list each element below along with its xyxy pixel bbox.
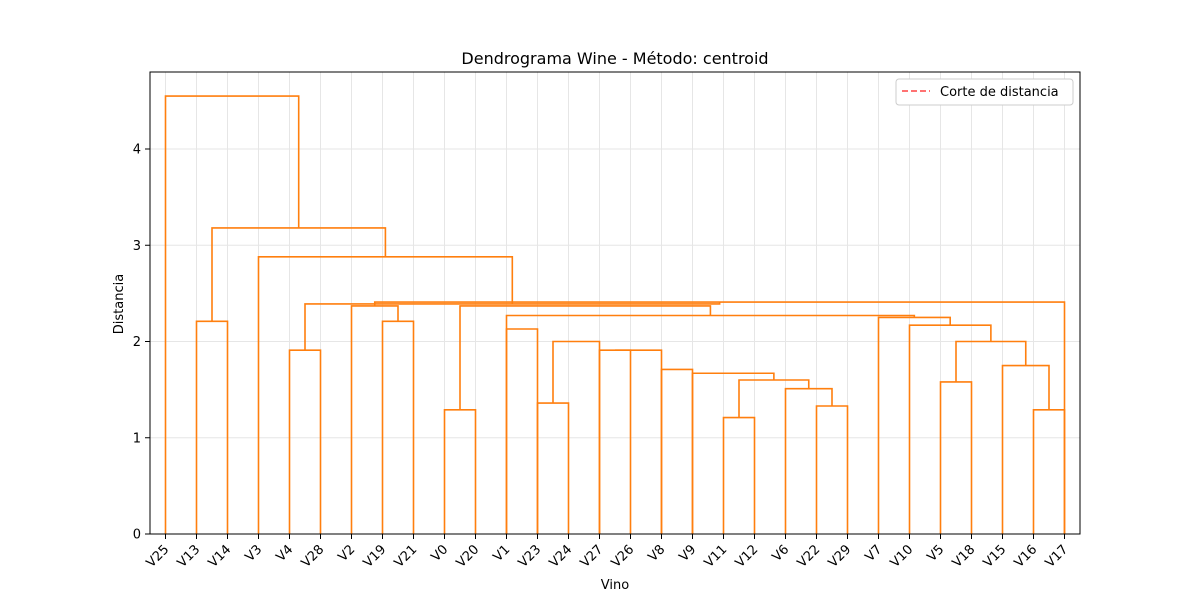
dendrogram-link [784,387,833,534]
x-tick-label: V26 [609,542,638,571]
axis-layer: V25 V13 V14 V3 V4 V28 V2 V19 V21 V0 V20 V1 V23 V24 V27… [133,143,1072,571]
dendrogram-link [536,402,570,534]
x-tick-label: V4 [274,542,297,565]
dendrogram-link [164,95,300,534]
x-tick-label: V16 [1012,542,1041,571]
dendrogram-link [505,328,539,534]
dendrogram-link [288,349,322,534]
dendrogram-link [660,368,694,534]
dendrogram-link [815,405,849,534]
legend-box [895,78,1074,106]
dendrogram-link [908,324,992,534]
dendrogram-link [304,302,721,351]
x-tick-label: V24 [547,542,576,571]
x-tick-label: V2 [336,542,359,565]
dendrogram-link [877,316,951,534]
x-tick-label: V3 [243,542,266,565]
y-tick-label: 1 [133,431,141,446]
y-tick-label: 4 [133,143,141,158]
x-tick-label: V22 [795,542,824,571]
y-tick-label: 3 [133,239,141,254]
dendrogram-link [373,301,1066,534]
dendrogram-link [505,314,916,534]
legend: Corte de distancia [895,78,1074,106]
x-tick-label: V18 [950,542,979,571]
x-tick-label: V14 [206,542,235,571]
dendrogram-link [459,305,712,410]
dendrogram-link [257,255,514,534]
x-tick-label: V28 [299,542,328,571]
dendrogram-link [691,372,775,534]
x-tick-label: V5 [925,542,948,565]
x-tick-label: V23 [516,542,545,571]
x-tick-label: V19 [361,542,390,571]
dendrogram-link [552,340,601,534]
x-tick-label: V10 [888,542,917,571]
y-tick-label: 0 [133,528,141,543]
dendrogram-link [722,416,756,534]
x-tick-label: V11 [702,542,731,571]
dendrogram-link [1001,364,1050,534]
x-tick-label: V1 [491,542,514,565]
dendrogram-link [955,340,1027,382]
x-tick-label: V21 [392,542,421,571]
legend-entry-label: Corte de distancia [940,85,1059,100]
link-layer [164,95,1066,534]
x-tick-label: V7 [863,542,886,565]
dendrogram-link [738,379,810,418]
x-tick-label: V9 [677,542,700,565]
x-tick-label: V17 [1043,542,1072,571]
dendrogram-link [598,349,632,534]
dendrogram-link [939,381,973,534]
dendrogram-link [615,349,663,534]
y-tick-label: 2 [133,335,141,350]
x-tick-label: V8 [646,542,669,565]
x-tick-label: V13 [175,542,204,571]
x-tick-label: V6 [770,542,793,565]
x-tick-label: V25 [144,542,173,571]
x-axis-label: Vino [601,578,629,593]
dendrogram-link [211,227,387,322]
dendrogram-link [1032,409,1066,534]
x-tick-label: V12 [733,542,762,571]
dendrogram-link [381,320,415,534]
plot-frame [149,71,1081,535]
dendrogram-link [195,320,229,534]
x-tick-label: V29 [826,542,855,571]
dendrogram-link [443,409,477,534]
x-tick-label: V27 [578,542,607,571]
chart-title: Dendrograma Wine - Método: centroid [461,49,768,68]
x-tick-label: V15 [981,542,1010,571]
x-tick-label: V0 [429,542,452,565]
x-tick-label: V20 [454,542,483,571]
dendrogram-link [350,305,399,534]
y-axis-label: Distancia [112,274,127,334]
